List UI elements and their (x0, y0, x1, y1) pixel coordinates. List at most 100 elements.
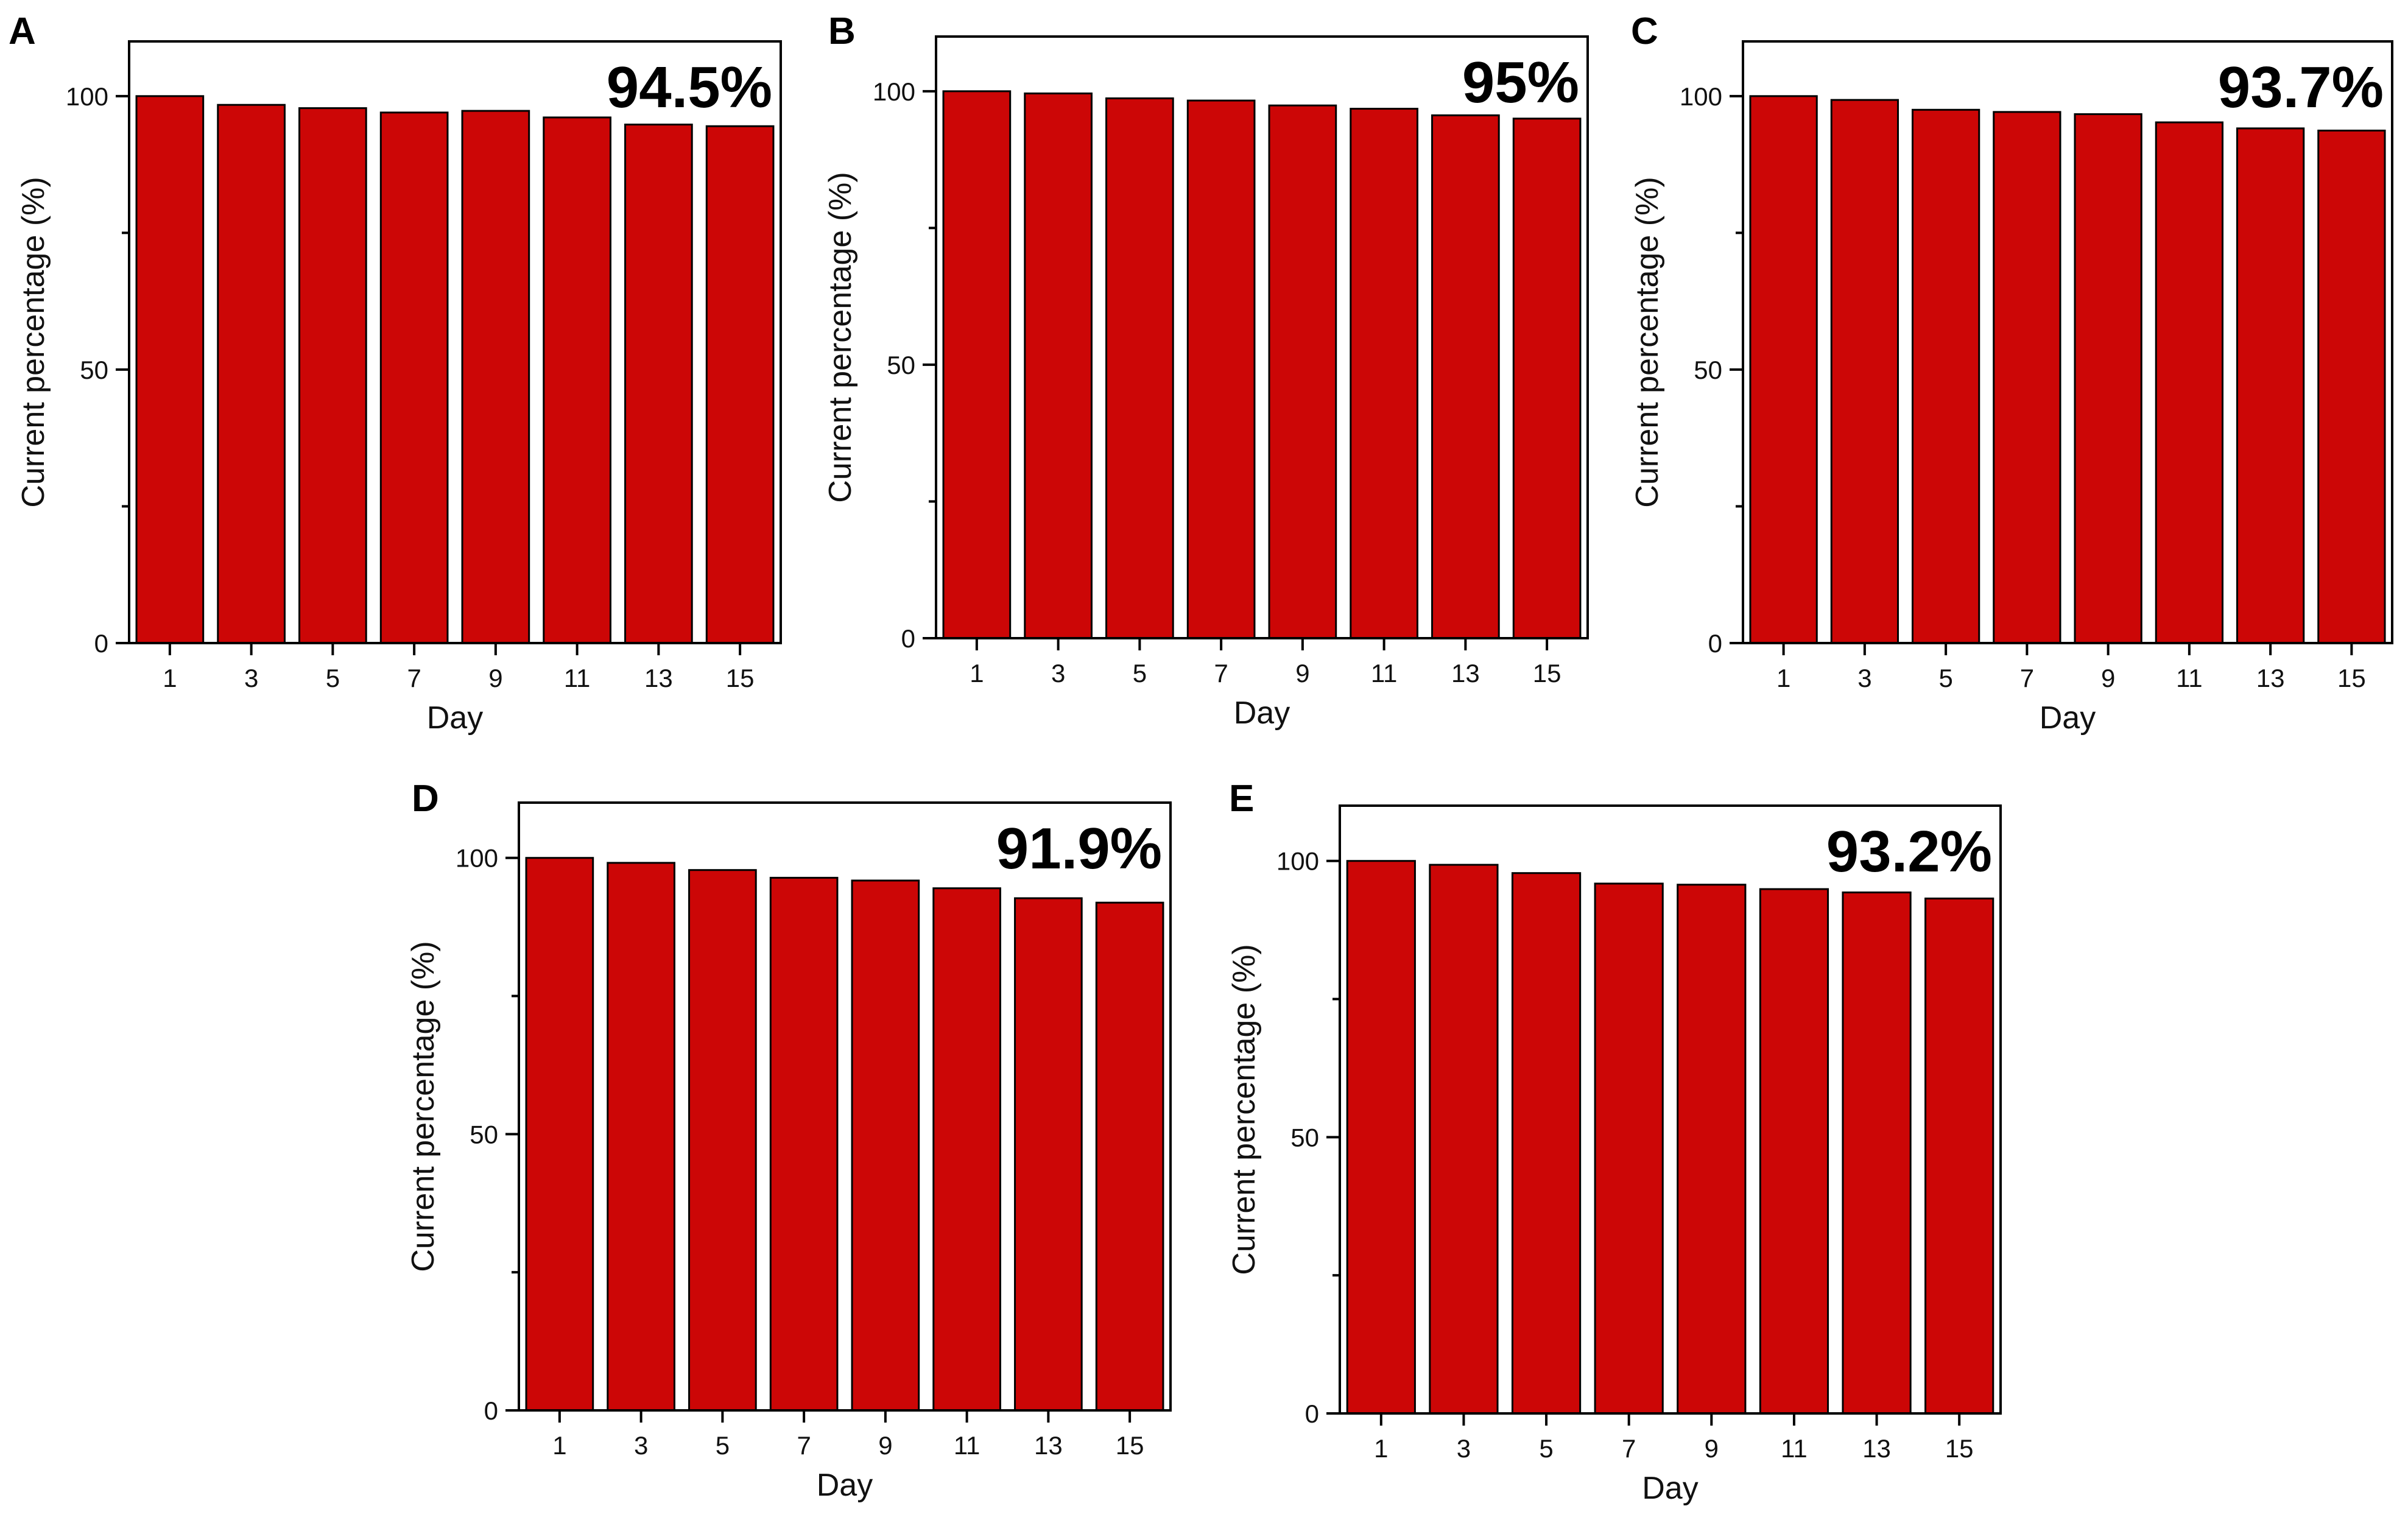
x-tick-label: 3 (1857, 664, 1871, 692)
y-axis-title: Current percentage (%) (823, 172, 858, 502)
panel-letter: C (1631, 10, 1658, 52)
bar-day-3 (1429, 864, 1499, 1415)
x-tick-label: 5 (326, 664, 340, 692)
x-tick-label: 7 (2020, 664, 2034, 692)
x-tick-label: 9 (878, 1431, 892, 1460)
bar-day-11 (1759, 888, 1829, 1415)
y-axis-title: Current percentage (%) (1227, 944, 1262, 1275)
y-tick-label: 100 (66, 82, 108, 111)
y-tick-label: 0 (1708, 629, 1722, 658)
y-axis-title: Current percentage (%) (1630, 177, 1665, 507)
bar-day-13 (1842, 891, 1912, 1415)
bar-day-9 (851, 879, 920, 1412)
bar-day-1 (135, 95, 205, 644)
x-tick-label: 7 (1214, 659, 1228, 688)
x-tick-label: 15 (1945, 1434, 1974, 1463)
retention-annotation: 94.5% (607, 55, 772, 120)
x-tick-label: 15 (1533, 659, 1561, 688)
bar-day-11 (2155, 121, 2224, 644)
x-tick-label: 15 (1116, 1431, 1144, 1460)
x-tick-label: 3 (634, 1431, 648, 1460)
x-tick-label: 15 (2337, 664, 2366, 692)
x-tick-label: 3 (1457, 1434, 1471, 1463)
y-tick-label: 50 (80, 356, 108, 384)
bar-day-15 (1512, 118, 1582, 639)
x-tick-label: 13 (1034, 1431, 1063, 1460)
x-tick-label: 9 (488, 664, 502, 692)
plot-frame (1339, 804, 2002, 1415)
y-tick-label: 100 (1680, 82, 1722, 111)
x-tick-label: 11 (1371, 659, 1398, 688)
x-tick-label: 5 (1938, 664, 1952, 692)
bar-day-1 (942, 90, 1012, 639)
bar-day-9 (1677, 884, 1747, 1415)
bar-series (135, 95, 775, 644)
bar-day-9 (461, 110, 530, 644)
x-tick-label: 5 (1133, 659, 1147, 688)
panel-letter: D (412, 778, 439, 820)
retention-annotation: 93.2% (1826, 819, 1992, 884)
bar-day-5 (1105, 97, 1174, 639)
y-tick-label: 0 (1305, 1399, 1319, 1428)
y-tick-label: 100 (456, 844, 498, 873)
retention-annotation: 95% (1462, 50, 1579, 115)
x-tick-label: 11 (1781, 1434, 1808, 1463)
x-tick-label: 1 (1776, 664, 1790, 692)
panel-letter: E (1229, 778, 1254, 820)
y-tick-label: 50 (1290, 1123, 1319, 1152)
bar-day-1 (1346, 860, 1416, 1415)
plot-frame (935, 35, 1589, 639)
panel-letter: B (828, 10, 856, 52)
panel-letter: A (9, 10, 36, 52)
x-tick-label: 9 (1705, 1434, 1719, 1463)
x-tick-label: 5 (716, 1431, 730, 1460)
bar-day-13 (624, 124, 693, 644)
bar-day-1 (1749, 95, 1818, 644)
bar-day-5 (1911, 108, 1980, 644)
bar-day-9 (1268, 104, 1337, 639)
x-tick-label: 7 (797, 1431, 811, 1460)
bar-day-3 (217, 104, 286, 644)
retention-annotation: 91.9% (996, 816, 1162, 881)
x-tick-label: 1 (1374, 1434, 1388, 1463)
x-axis-title: Day (1642, 1471, 1698, 1506)
bar-day-1 (525, 857, 594, 1412)
bar-series (1346, 860, 1994, 1415)
bar-day-15 (2317, 129, 2386, 644)
bar-day-13 (2236, 127, 2305, 644)
y-tick-label: 100 (873, 77, 915, 106)
bar-day-7 (769, 876, 839, 1412)
y-tick-label: 0 (94, 629, 108, 658)
bar-day-11 (543, 116, 611, 644)
x-tick-label: 13 (1862, 1434, 1891, 1463)
x-tick-label: 9 (2101, 664, 2115, 692)
x-tick-label: 1 (163, 664, 177, 692)
plot-frame (518, 801, 1172, 1412)
bar-day-11 (1350, 108, 1418, 639)
x-tick-label: 13 (2256, 664, 2285, 692)
bar-day-7 (1993, 111, 2061, 644)
x-axis-title: Day (427, 700, 483, 736)
bar-day-15 (1924, 897, 1994, 1415)
bar-day-5 (688, 869, 757, 1412)
bar-day-13 (1431, 114, 1500, 639)
bar-day-3 (1830, 99, 1899, 644)
x-tick-label: 13 (1451, 659, 1480, 688)
x-tick-label: 7 (1622, 1434, 1636, 1463)
y-tick-label: 50 (470, 1120, 498, 1149)
bar-day-5 (1511, 872, 1582, 1415)
x-tick-label: 9 (1295, 659, 1309, 688)
plot-frame (128, 40, 782, 644)
y-axis-title: Current percentage (%) (16, 177, 51, 507)
bar-series (525, 857, 1164, 1412)
x-tick-label: 11 (2176, 664, 2203, 692)
bar-day-3 (1024, 92, 1093, 639)
retention-annotation: 93.7% (2218, 55, 2384, 120)
x-tick-label: 13 (644, 664, 673, 692)
bar-day-7 (379, 111, 449, 644)
x-tick-label: 1 (552, 1431, 566, 1460)
